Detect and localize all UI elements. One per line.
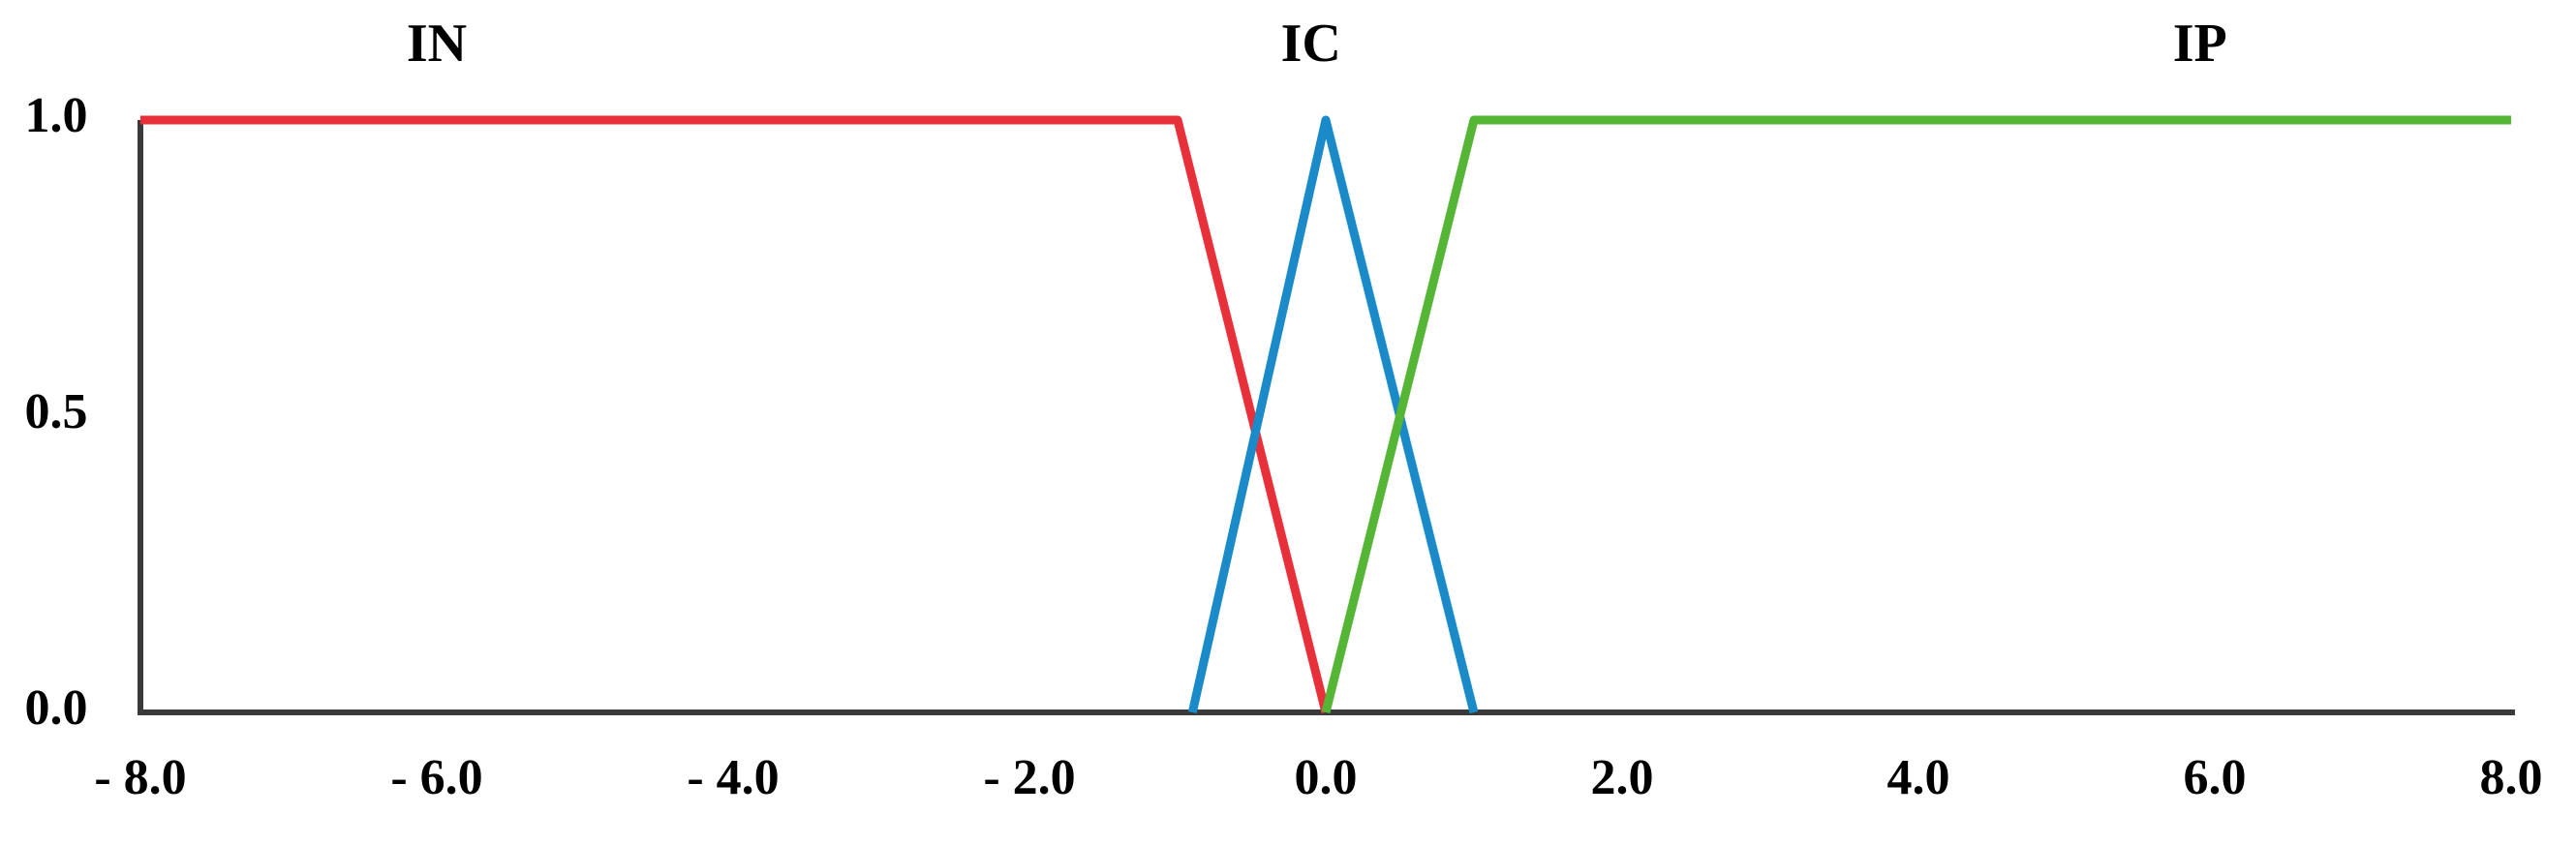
x-tick-label: - 6.0 bbox=[390, 750, 482, 805]
series-labels: IN IC IP bbox=[407, 14, 2227, 74]
x-tick-labels: - 8.0 - 6.0 - 4.0 - 2.0 0.0 2.0 4.0 6.0 8.0 bbox=[94, 750, 2542, 805]
x-tick-label: 0.0 bbox=[1295, 750, 1358, 805]
axes bbox=[138, 120, 2515, 715]
y-tick-label: 0.5 bbox=[25, 384, 88, 439]
x-tick-label: - 4.0 bbox=[687, 750, 779, 805]
x-tick-label: 2.0 bbox=[1591, 750, 1654, 805]
y-tick-label: 1.0 bbox=[25, 88, 88, 143]
x-tick-label: - 2.0 bbox=[983, 750, 1075, 805]
x-tick-label: 4.0 bbox=[1887, 750, 1950, 805]
series-label-ip: IP bbox=[2173, 14, 2227, 74]
series-line-in bbox=[140, 115, 1331, 714]
series-group bbox=[140, 115, 2511, 714]
series-line-ip bbox=[1321, 115, 2511, 714]
x-tick-label: 8.0 bbox=[2480, 750, 2543, 805]
x-tick-label: 6.0 bbox=[2184, 750, 2247, 805]
series-line-ic bbox=[1187, 115, 1479, 714]
x-tick-label: - 8.0 bbox=[94, 750, 186, 805]
series-label-in: IN bbox=[407, 14, 467, 74]
y-tick-labels: 0.0 0.5 1.0 bbox=[25, 88, 88, 736]
y-tick-label: 0.0 bbox=[25, 680, 88, 736]
series-label-ic: IC bbox=[1281, 14, 1341, 74]
